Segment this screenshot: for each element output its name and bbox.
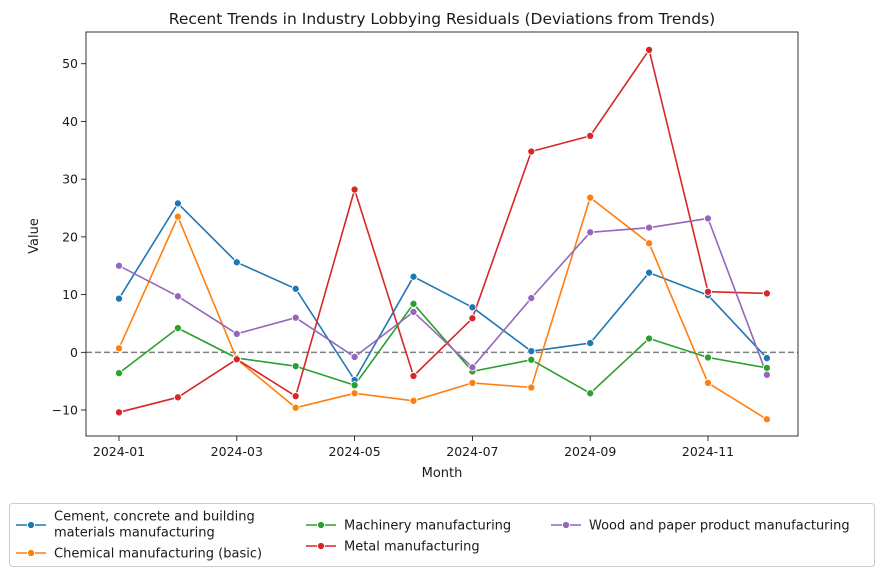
data-point [586, 228, 595, 237]
data-point [291, 403, 300, 412]
data-point [232, 355, 241, 364]
legend-label: Machinery manufacturing [344, 519, 511, 534]
legend-item: Wood and paper product manufacturing [551, 519, 850, 534]
data-point [291, 313, 300, 322]
plot-frame [85, 31, 799, 437]
legend-swatch-marker [316, 541, 326, 551]
legend-swatch-marker [26, 520, 36, 530]
data-point [468, 363, 477, 372]
x-tick-label: 2024-01 [93, 444, 145, 459]
data-point [350, 389, 359, 398]
data-point [645, 223, 654, 232]
data-point [291, 284, 300, 293]
legend-swatch-marker [26, 548, 36, 558]
data-point [409, 371, 418, 381]
legend-label: Metal manufacturing [344, 540, 480, 555]
data-point [527, 147, 536, 156]
y-tick-label: 20 [62, 229, 78, 244]
data-point [762, 363, 771, 372]
data-point [586, 339, 595, 348]
data-point [232, 258, 241, 267]
data-point [350, 381, 359, 390]
legend-item: Cement, concrete and building materials m… [16, 510, 255, 541]
y-axis-title: Value [27, 218, 42, 254]
series-line-3 [118, 49, 767, 414]
data-point [703, 214, 713, 223]
data-point [468, 314, 477, 323]
data-point [762, 370, 771, 379]
data-point [468, 378, 477, 387]
x-tick-label: 2024-11 [682, 444, 734, 459]
x-axis-title: Month [422, 466, 463, 481]
data-point [173, 393, 182, 402]
data-point [291, 392, 300, 401]
data-point [409, 272, 418, 281]
data-point [645, 334, 654, 343]
data-point [527, 347, 536, 356]
legend-label: Chemical manufacturing (basic) [54, 547, 262, 562]
legend: Cement, concrete and building materials m… [9, 503, 875, 567]
data-point [762, 415, 771, 424]
data-point [762, 354, 771, 363]
data-point [586, 131, 595, 140]
data-point [232, 329, 241, 338]
series-line-1 [118, 196, 768, 420]
data-point [114, 294, 124, 303]
data-point [586, 193, 595, 202]
legend-item: Chemical manufacturing (basic) [16, 547, 262, 562]
legend-swatch-marker [561, 520, 571, 530]
data-point [645, 268, 654, 277]
data-point [645, 239, 654, 248]
y-tick-label: 50 [62, 56, 78, 71]
x-tick-label: 2024-05 [328, 444, 380, 459]
data-point [409, 299, 418, 308]
data-point [114, 408, 124, 417]
x-tick-label: 2024-03 [211, 444, 263, 459]
legend-label-line: Cement, concrete and building [54, 510, 255, 525]
data-point [114, 369, 124, 378]
legend-label: Wood and paper product manufacturing [589, 519, 850, 534]
series-line-2 [118, 302, 768, 395]
x-tick-label: 2024-09 [564, 444, 616, 459]
legend-item: Machinery manufacturing [306, 519, 511, 534]
y-tick-label: 0 [70, 345, 78, 360]
legend-box [9, 503, 875, 567]
plot-area: −10 0 10 20 30 40 50 2024-01 2024-03 2024-05 2024-… [52, 31, 799, 459]
data-point [527, 294, 536, 303]
y-tick-label: −10 [52, 403, 78, 418]
data-point [409, 307, 418, 316]
x-tick-label: 2024-07 [446, 444, 498, 459]
y-tick-label: 10 [62, 287, 78, 302]
data-point [173, 199, 182, 208]
data-point [173, 212, 182, 221]
data-point [173, 292, 182, 301]
data-point [114, 344, 124, 353]
data-point [350, 185, 359, 194]
data-point [703, 353, 713, 362]
legend-label: Cement, concrete and building materials m… [54, 510, 255, 541]
legend-label-line: materials manufacturing [54, 526, 215, 541]
y-tick-label: 30 [62, 172, 78, 187]
data-point [114, 261, 124, 270]
chart-title: Recent Trends in Industry Lobbying Resid… [169, 10, 715, 28]
data-point [409, 396, 418, 405]
series-line-4 [118, 217, 768, 376]
legend-item: Metal manufacturing [306, 540, 480, 555]
data-point [173, 324, 182, 333]
data-point [527, 355, 536, 364]
data-point [703, 378, 713, 387]
legend-swatch-marker [316, 520, 326, 530]
data-point [527, 383, 536, 392]
data-point [703, 287, 713, 296]
data-point [645, 45, 654, 54]
series-line-0 [118, 202, 768, 381]
data-point [762, 289, 771, 298]
data-point [291, 362, 300, 371]
data-point [350, 352, 359, 361]
data-point [468, 303, 477, 312]
data-point [586, 389, 595, 398]
y-tick-label: 40 [62, 114, 78, 129]
